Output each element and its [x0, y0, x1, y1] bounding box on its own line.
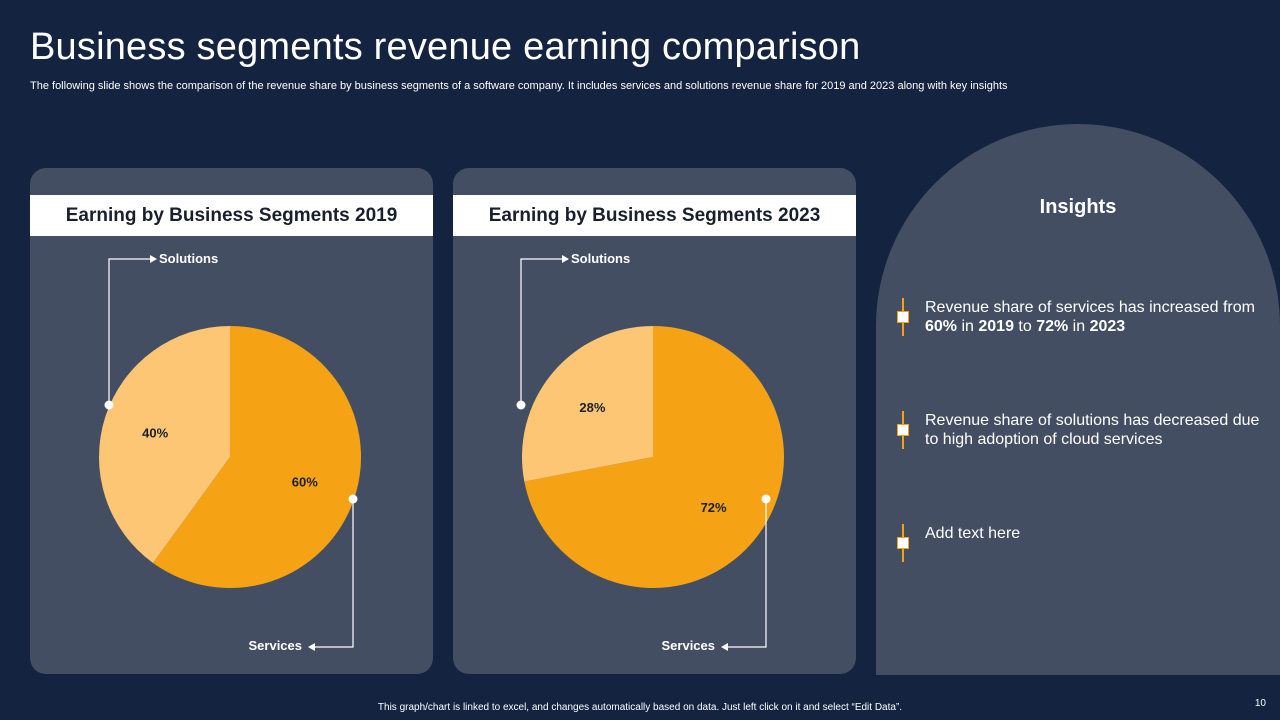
leader-dot-solutions-2019: [104, 400, 114, 410]
chart-title-2019: Earning by Business Segments 2019: [30, 195, 433, 236]
insight-bullet-icon: [897, 311, 909, 323]
legend-label-solutions-2023: Solutions: [571, 251, 630, 266]
insight-text: Revenue share of solutions has decreased…: [925, 412, 1260, 448]
arrow-head-solutions-2019: [150, 255, 157, 263]
insights-panel: Insights Revenue share of services has i…: [876, 124, 1280, 675]
chart-panel-2023: Earning by Business Segments 2023 28% 72…: [453, 168, 856, 674]
arrow-head-solutions-2023: [562, 255, 569, 263]
pie-slice-services-2019[interactable]: [153, 326, 362, 588]
insight-text-placeholder[interactable]: Add text here: [925, 525, 1021, 542]
arrow-head-services-2023: [721, 643, 728, 651]
chart-title-2023: Earning by Business Segments 2023: [453, 195, 856, 236]
legend-label-solutions-2019: Solutions: [159, 251, 218, 266]
footer-note: This graph/chart is linked to excel, and…: [377, 702, 903, 713]
data-label-services-2023: 72%: [701, 500, 727, 515]
chart-panel-2019: Earning by Business Segments 2019 40% 60…: [30, 168, 433, 674]
leader-line-solutions-2019: [108, 258, 150, 405]
page-number: 10: [1254, 698, 1266, 709]
page-subtitle: The following slide shows the comparison…: [30, 80, 1008, 92]
insight-bullet-icon: [897, 424, 909, 436]
legend-label-services-2023: Services: [662, 638, 716, 653]
data-label-solutions-2019: 40%: [142, 426, 168, 441]
legend-label-services-2019: Services: [249, 638, 303, 653]
data-label-solutions-2023: 28%: [579, 400, 605, 415]
leader-line-services-2019: [315, 499, 354, 648]
leader-dot-services-2023: [761, 494, 771, 504]
pie-chart-2019[interactable]: 40% 60% Solutions Services: [30, 168, 433, 674]
insight-bullet-icon: [897, 537, 909, 549]
leader-dot-services-2019: [348, 494, 358, 504]
pie-slice-services-2023[interactable]: [524, 326, 784, 588]
leader-line-solutions-2023: [520, 258, 562, 405]
leader-line-services-2023: [728, 499, 767, 648]
insights-title: Insights: [1039, 196, 1117, 218]
pie-chart-2023[interactable]: 28% 72% Solutions Services: [453, 168, 856, 674]
arrow-head-services-2019: [308, 643, 315, 651]
page-title: Business segments revenue earning compar…: [30, 26, 861, 68]
pie-slice-solutions-2023[interactable]: [521, 326, 653, 482]
data-label-services-2019: 60%: [292, 474, 318, 489]
leader-dot-solutions-2023: [516, 400, 526, 410]
pie-slice-solutions-2019[interactable]: [99, 326, 231, 563]
insight-text: Revenue share of services has increased …: [925, 299, 1255, 335]
